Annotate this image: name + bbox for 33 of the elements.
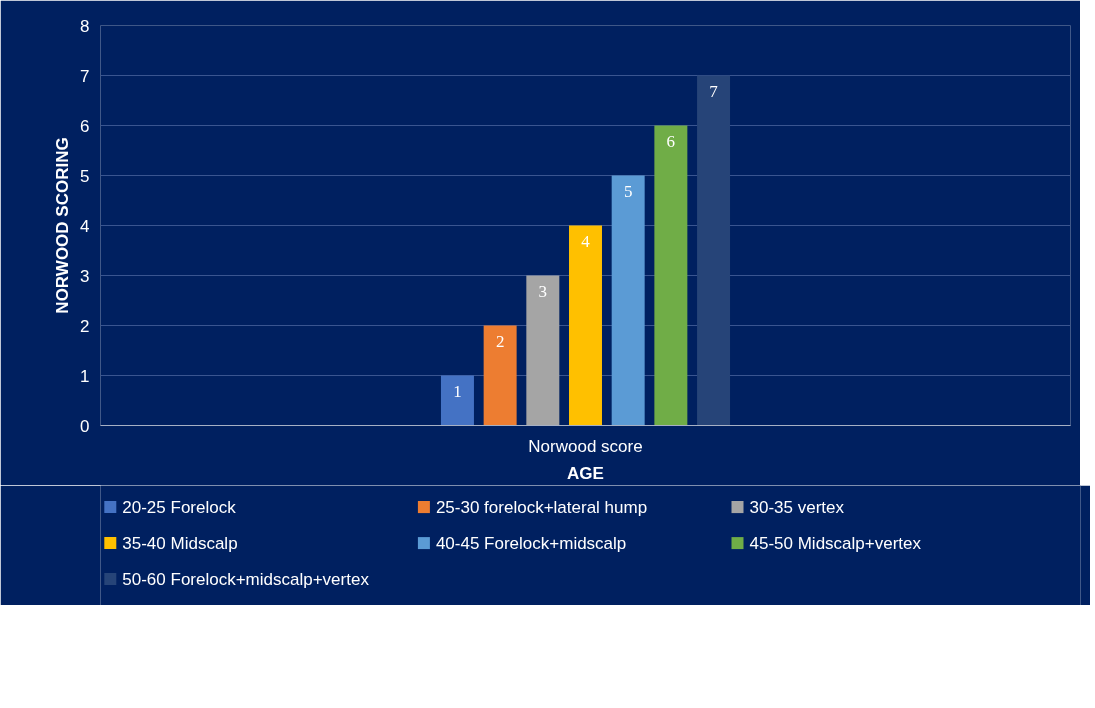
data-label: 5 — [623, 181, 633, 201]
y-tick-label: 2 — [80, 316, 90, 336]
bar — [483, 325, 517, 426]
y-tick-label: 7 — [80, 66, 90, 86]
y-tick-label: 6 — [80, 116, 90, 136]
legend-label: 25-30 forelock+lateral hump — [435, 497, 648, 517]
legend-label: 45-50 Midscalp+vertex — [749, 533, 922, 553]
data-label: 6 — [666, 131, 676, 151]
y-tick-label: 0 — [80, 416, 90, 436]
x-tick-label: Norwood score — [528, 436, 643, 456]
y-tick-label: 8 — [80, 16, 90, 36]
data-label: 1 — [453, 381, 462, 401]
data-label: 4 — [581, 231, 591, 251]
legend-label: 40-45 Forelock+midscalp — [435, 533, 627, 553]
legend-label: 35-40 Midscalp — [122, 533, 238, 553]
y-tick-label: 4 — [80, 216, 90, 236]
data-label: 3 — [538, 281, 548, 301]
legend-label: 30-35 vertex — [749, 497, 845, 517]
y-axis-title: NORWOOD SCORING — [53, 137, 73, 314]
legend-label: 20-25 Forelock — [122, 497, 237, 517]
y-tick-label: 3 — [80, 266, 90, 286]
bar — [569, 225, 602, 426]
data-label: 7 — [709, 81, 719, 101]
x-axis-title: AGE — [567, 463, 604, 483]
bar — [697, 75, 731, 426]
bar — [440, 375, 474, 426]
legend-label: 50-60 Forelock+midscalp+vertex — [122, 569, 370, 589]
data-label: 2 — [495, 331, 505, 351]
y-tick-label: 1 — [80, 366, 90, 386]
bar — [654, 125, 688, 426]
bar — [611, 175, 645, 426]
bar — [526, 275, 560, 426]
y-tick-label: 5 — [80, 166, 90, 186]
